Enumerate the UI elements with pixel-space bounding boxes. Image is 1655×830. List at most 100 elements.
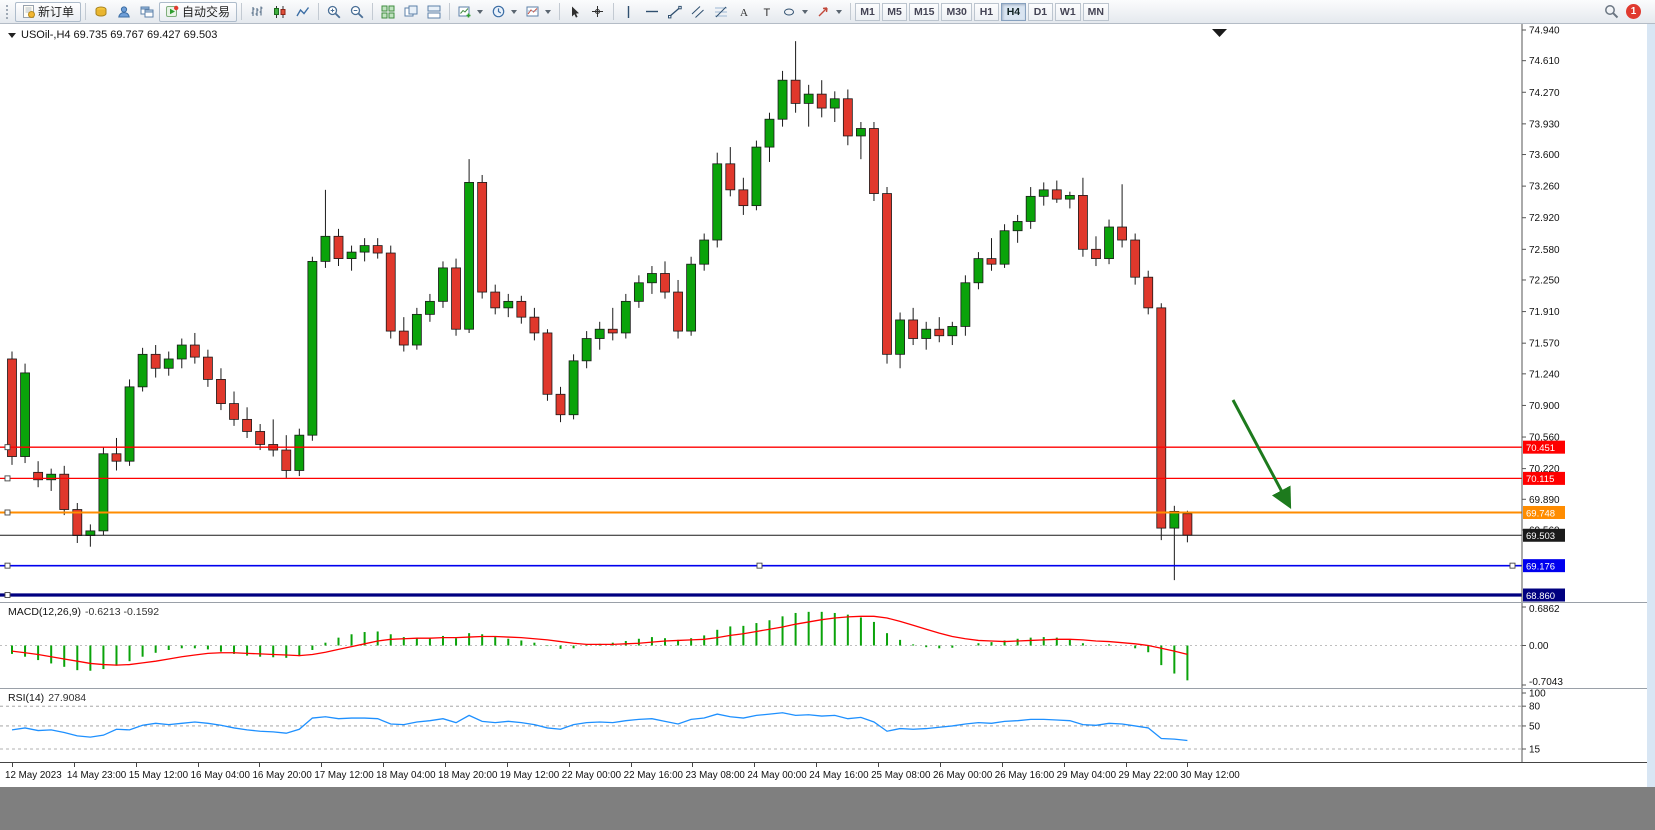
bull-candle[interactable] (895, 319, 905, 355)
bull-candle[interactable] (803, 93, 814, 104)
bear-candle[interactable] (1091, 248, 1101, 260)
price-chart[interactable]: 74.940 74.610 74.270 73.930 73.600 73.260 72.9… (0, 24, 1655, 602)
line-handle[interactable] (4, 475, 11, 482)
zoom-out-button[interactable] (346, 2, 368, 22)
line-handle[interactable] (4, 592, 11, 598)
timeframe-m5-button[interactable]: M5 (882, 2, 908, 21)
bear-candle[interactable] (255, 431, 266, 445)
bear-candle[interactable] (111, 453, 122, 462)
bull-candle[interactable] (947, 326, 958, 337)
bear-candle[interactable] (477, 182, 488, 293)
crosshair-button[interactable] (587, 2, 609, 22)
templates-button[interactable] (522, 2, 555, 22)
bear-candle[interactable] (385, 252, 396, 332)
bear-candle[interactable] (281, 449, 292, 471)
bear-candle[interactable] (660, 273, 670, 293)
bull-candle[interactable] (764, 118, 775, 148)
bull-candle[interactable] (1169, 510, 1180, 529)
bull-candle[interactable] (294, 434, 305, 471)
bear-candle[interactable] (333, 235, 344, 260)
bear-candle[interactable] (242, 418, 252, 432)
signals-button[interactable] (113, 2, 135, 22)
chart-windows-button[interactable] (136, 2, 158, 22)
bull-candle[interactable] (751, 146, 762, 207)
tile-windows-button[interactable] (377, 2, 399, 22)
bull-candle[interactable] (633, 282, 644, 302)
bull-candle[interactable] (581, 338, 592, 362)
bull-candle[interactable] (176, 344, 187, 360)
label-tool-button[interactable]: T (756, 2, 778, 22)
bull-candle[interactable] (98, 453, 109, 532)
timeframe-w1-button[interactable]: W1 (1054, 2, 1081, 21)
bull-candle[interactable] (620, 300, 631, 334)
bull-candle[interactable] (686, 263, 697, 332)
cursor-button[interactable] (564, 2, 586, 22)
bear-candle[interactable] (1182, 513, 1193, 536)
vertical-line-tool-button[interactable] (618, 2, 640, 22)
bear-candle[interactable] (1143, 276, 1154, 309)
bull-candle[interactable] (594, 328, 605, 339)
horizontal-line-tool-button[interactable] (641, 2, 663, 22)
toolbar-drag-handle[interactable] (5, 3, 10, 20)
bear-candle[interactable] (986, 258, 997, 265)
timeframe-m1-button[interactable]: M1 (855, 2, 881, 21)
bull-candle[interactable] (568, 360, 579, 416)
candlestick-chart-button[interactable] (269, 2, 291, 22)
timeframe-h4-button[interactable]: H4 (1000, 2, 1026, 21)
chart-collapse-icon[interactable] (8, 32, 16, 38)
bull-candle[interactable] (1038, 189, 1049, 197)
bull-candle[interactable] (999, 230, 1010, 265)
bear-candle[interactable] (451, 267, 461, 330)
bear-candle[interactable] (607, 328, 618, 334)
macd-panel[interactable]: 0.6862 0.00 -0.7043 (0, 602, 1655, 688)
bear-candle[interactable] (7, 358, 17, 457)
line-chart-button[interactable] (292, 2, 314, 22)
bull-candle[interactable] (699, 239, 710, 265)
bull-candle[interactable] (1064, 195, 1075, 200)
channel-tool-button[interactable] (687, 2, 709, 22)
bear-candle[interactable] (816, 93, 827, 109)
bull-candle[interactable] (1025, 195, 1036, 222)
bear-candle[interactable] (490, 291, 501, 309)
rsi-panel[interactable]: 100 80 50 15 (0, 688, 1655, 762)
bear-candle[interactable] (725, 163, 736, 191)
bear-candle[interactable] (1130, 239, 1141, 278)
bear-candle[interactable] (790, 79, 801, 104)
bear-candle[interactable] (529, 316, 540, 334)
line-handle[interactable] (1509, 562, 1516, 569)
bull-candle[interactable] (46, 473, 57, 481)
time-axis[interactable]: 12 May 2023 14 May 23:00 15 May 12:00 16 Ma… (0, 762, 1655, 787)
bear-candle[interactable] (1117, 226, 1127, 241)
line-handle[interactable] (4, 444, 11, 451)
notification-badge[interactable]: 1 (1626, 4, 1641, 19)
bull-candle[interactable] (1104, 226, 1114, 260)
periods-button[interactable] (488, 2, 521, 22)
bull-candle[interactable] (137, 353, 148, 388)
arrows-tool-button[interactable] (813, 2, 846, 22)
bull-candle[interactable] (973, 258, 984, 284)
bull-candle[interactable] (346, 251, 357, 260)
bull-candle[interactable] (921, 328, 932, 339)
new-chart-button[interactable] (454, 2, 487, 22)
bull-candle[interactable] (438, 267, 448, 302)
bear-candle[interactable] (842, 98, 853, 137)
timeframe-m30-button[interactable]: M30 (941, 2, 972, 21)
bear-candle[interactable] (398, 330, 409, 346)
shift-marker-icon[interactable] (1212, 29, 1227, 37)
timeframe-m15-button[interactable]: M15 (909, 2, 940, 21)
arrange-windows-button[interactable] (423, 2, 445, 22)
bull-candle[interactable] (425, 300, 435, 315)
bear-candle[interactable] (869, 128, 879, 194)
bull-candle[interactable] (647, 273, 657, 284)
shapes-tool-button[interactable] (779, 2, 812, 22)
bear-candle[interactable] (1078, 195, 1088, 250)
bear-candle[interactable] (150, 353, 161, 369)
zoom-in-button[interactable] (323, 2, 345, 22)
timeframe-d1-button[interactable]: D1 (1027, 2, 1053, 21)
bull-candle[interactable] (320, 235, 331, 262)
bull-candle[interactable] (712, 163, 723, 241)
bear-candle[interactable] (33, 471, 44, 481)
bull-candle[interactable] (163, 358, 174, 369)
fibonacci-tool-button[interactable] (710, 2, 732, 22)
bull-candle[interactable] (464, 182, 475, 330)
